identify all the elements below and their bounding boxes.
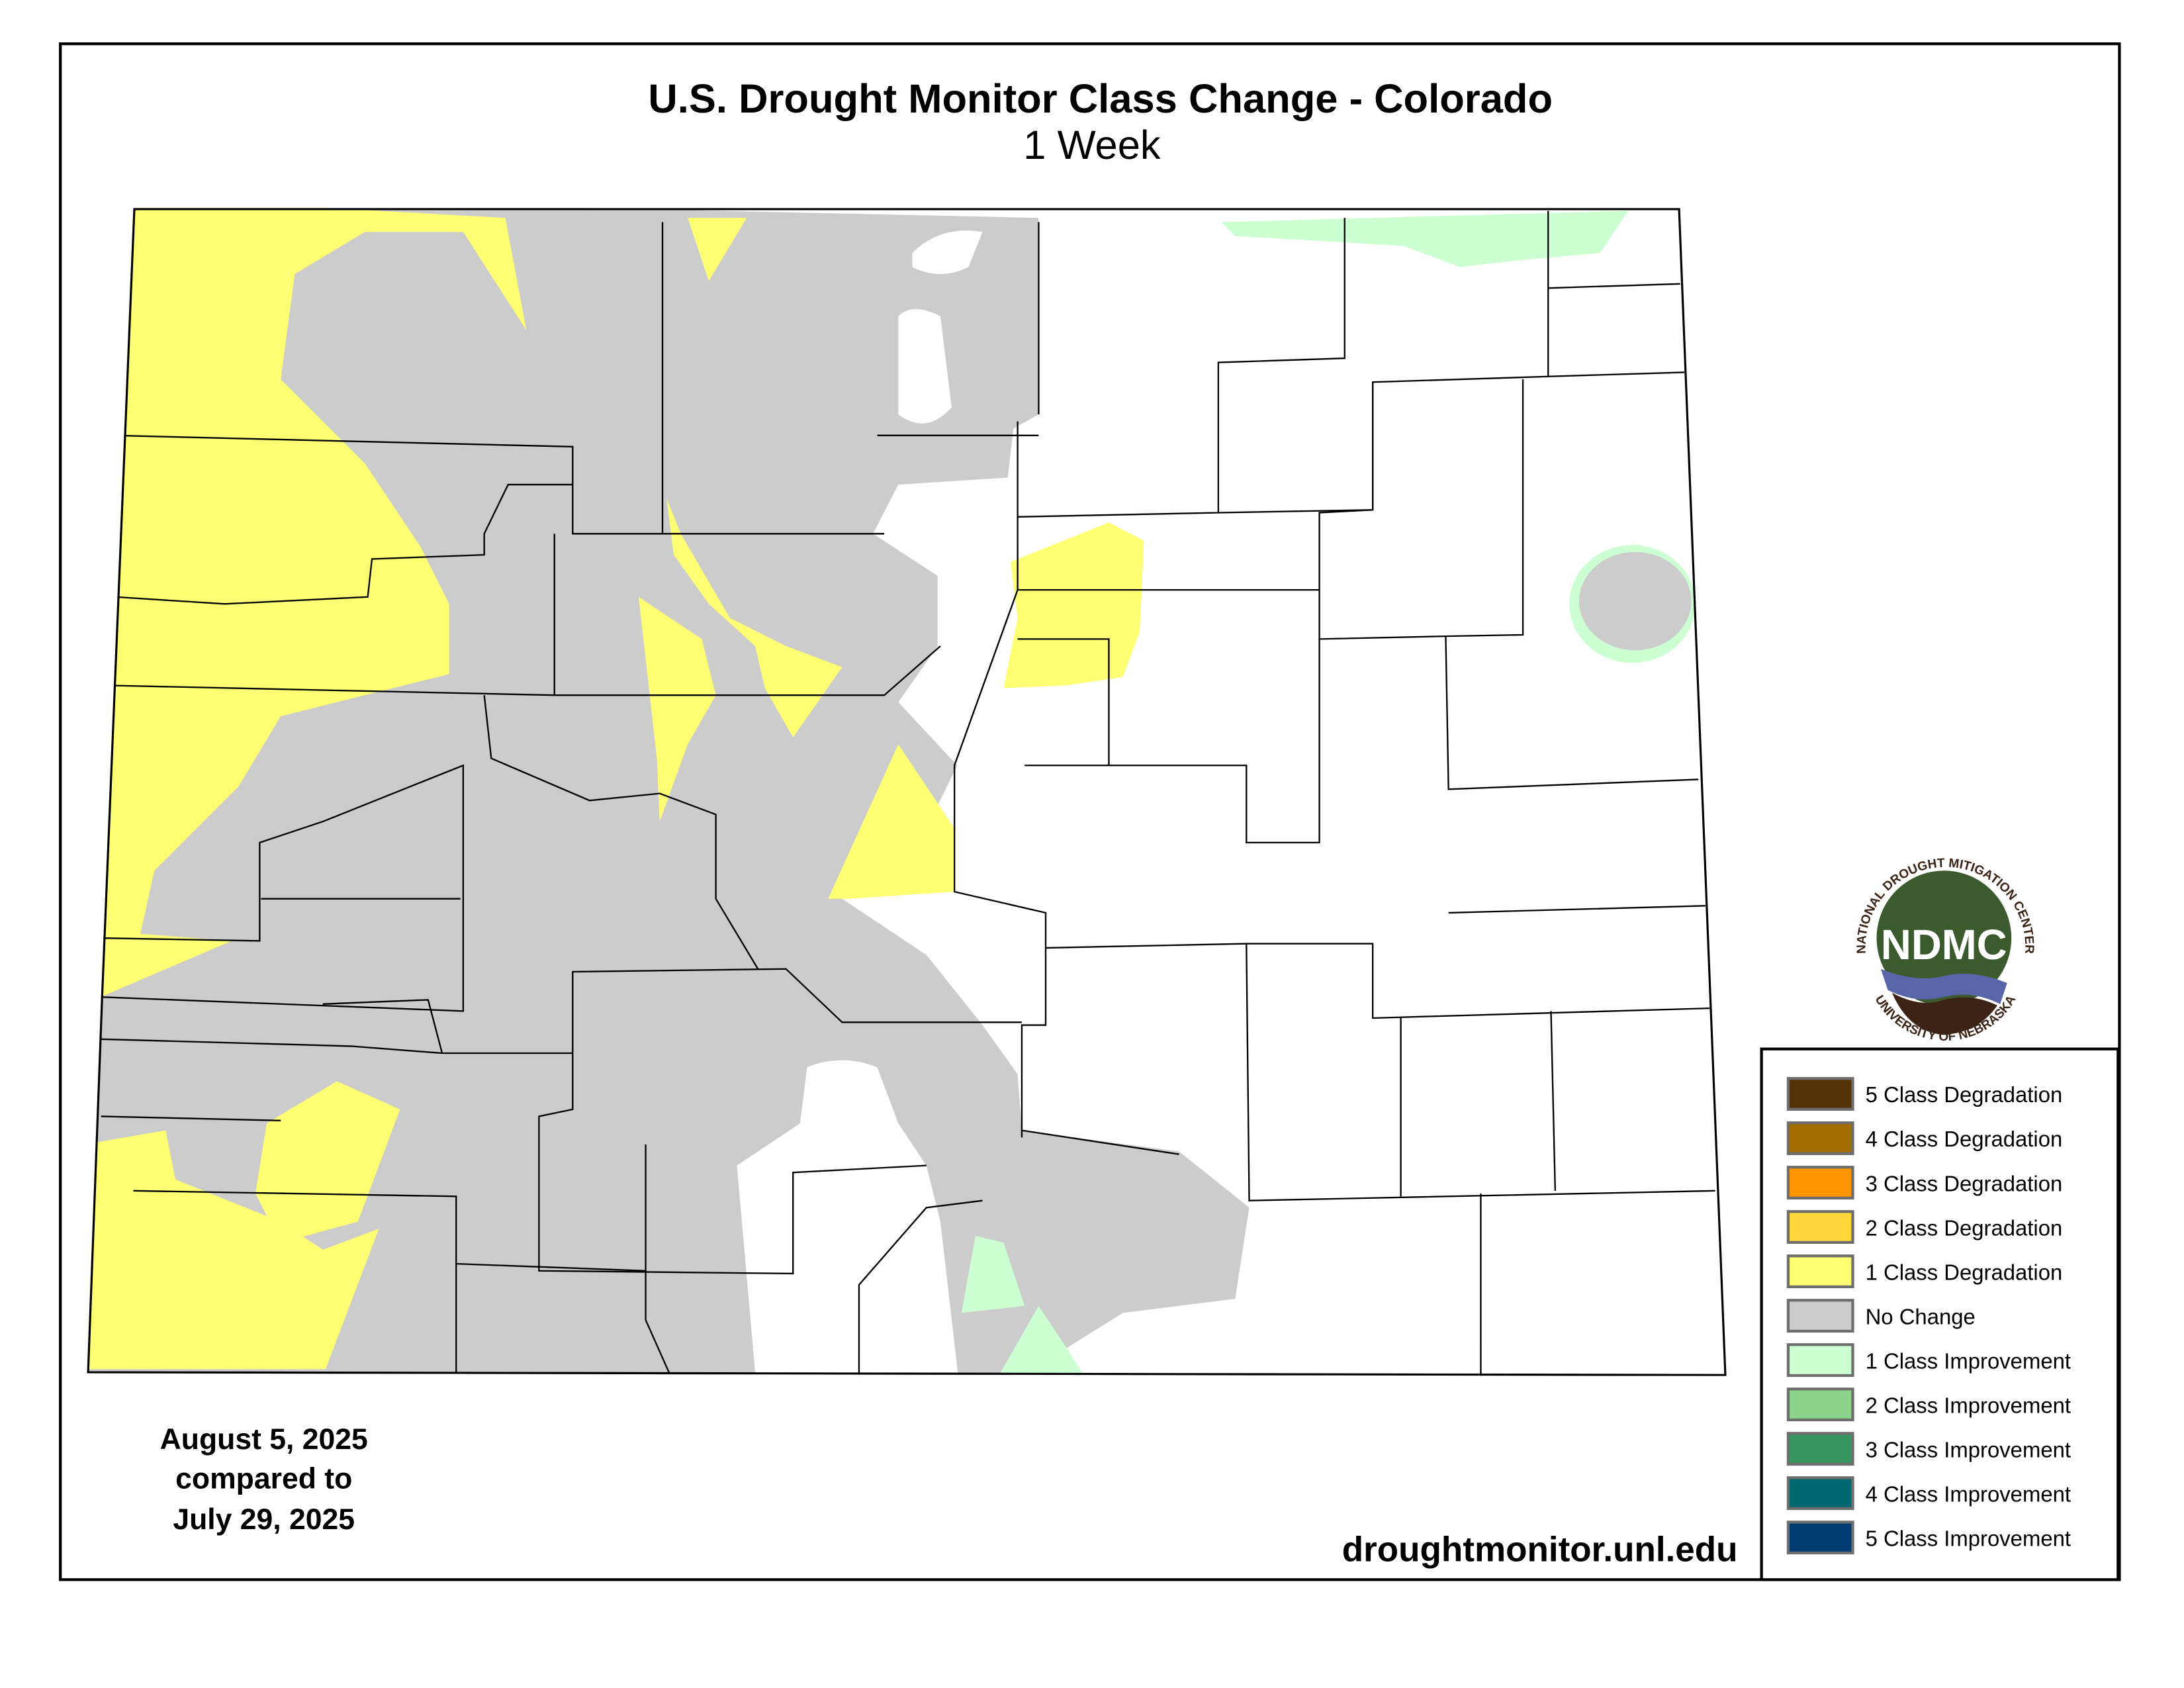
degradation-south-central xyxy=(828,744,955,899)
no-change-hole-south xyxy=(737,1060,962,1376)
legend-label: 5 Class Degradation xyxy=(1866,1082,2063,1107)
legend-label: 4 Class Degradation xyxy=(1866,1127,2063,1151)
legend-label: 1 Class Degradation xyxy=(1866,1260,2063,1284)
improvement-south-2 xyxy=(982,1305,1102,1376)
legend-item: 1 Class Improvement xyxy=(1786,1343,2071,1378)
legend-item: 4 Class Degradation xyxy=(1786,1121,2063,1155)
legend-item: 1 Class Degradation xyxy=(1786,1254,2063,1289)
legend-swatch xyxy=(1786,1387,1854,1422)
website-link[interactable]: droughtmonitor.unl.edu xyxy=(1342,1530,1738,1570)
state-boundary xyxy=(87,208,1727,1376)
degradation-southwest-2 xyxy=(87,1130,379,1370)
degradation-north xyxy=(688,218,747,281)
legend-item: No Change xyxy=(1786,1299,1976,1333)
legend-swatch xyxy=(1786,1254,1854,1289)
legend-item: 2 Class Improvement xyxy=(1786,1387,2071,1422)
legend-swatch xyxy=(1786,1343,1854,1378)
legend-swatch xyxy=(1786,1521,1854,1555)
legend-swatch xyxy=(1786,1210,1854,1244)
legend: 5 Class Degradation 4 Class Degradation 3 … xyxy=(1786,1077,2071,1555)
improvement-south-1 xyxy=(961,1235,1025,1313)
legend-swatch xyxy=(1786,1121,1854,1155)
compared-to-label: compared to xyxy=(175,1462,352,1495)
degradation-central-2 xyxy=(638,596,716,822)
logo-acronym: NDMC xyxy=(1881,921,2007,968)
no-change-hole-north xyxy=(898,308,952,424)
legend-item: 4 Class Improvement xyxy=(1786,1476,2071,1511)
legend-swatch xyxy=(1786,1432,1854,1466)
legend-label: 3 Class Improvement xyxy=(1866,1437,2071,1462)
legend-item: 3 Class Improvement xyxy=(1786,1432,2071,1466)
legend-item: 5 Class Improvement xyxy=(1786,1521,2071,1555)
legend-label: 2 Class Improvement xyxy=(1866,1393,2071,1417)
legend-item: 2 Class Degradation xyxy=(1786,1210,2063,1244)
legend-swatch xyxy=(1786,1077,1854,1111)
legend-label: 1 Class Improvement xyxy=(1866,1348,2071,1373)
degradation-southwest-1 xyxy=(255,1081,400,1243)
county-boundaries xyxy=(101,211,1715,1376)
improvement-north xyxy=(1221,211,1629,267)
legend-label: 5 Class Improvement xyxy=(1866,1526,2071,1550)
current-date: August 5, 2025 xyxy=(160,1423,368,1456)
no-change-hole-north2 xyxy=(912,230,983,274)
legend-item: 3 Class Degradation xyxy=(1786,1166,2063,1199)
legend-label: 4 Class Improvement xyxy=(1866,1481,2071,1506)
no-change-east xyxy=(1578,551,1692,651)
map-title: U.S. Drought Monitor Class Change - Colo… xyxy=(648,76,1553,122)
legend-label: 2 Class Degradation xyxy=(1866,1215,2063,1240)
legend-item: 5 Class Degradation xyxy=(1786,1077,2063,1111)
map-subtitle: 1 Week xyxy=(1023,122,1161,168)
legend-swatch xyxy=(1786,1299,1854,1333)
previous-date: July 29, 2025 xyxy=(173,1503,355,1536)
legend-label: No Change xyxy=(1866,1304,1976,1329)
legend-swatch xyxy=(1786,1166,1854,1199)
legend-label: 3 Class Degradation xyxy=(1866,1171,2063,1196)
legend-swatch xyxy=(1786,1476,1854,1511)
degradation-central-1 xyxy=(666,498,842,737)
